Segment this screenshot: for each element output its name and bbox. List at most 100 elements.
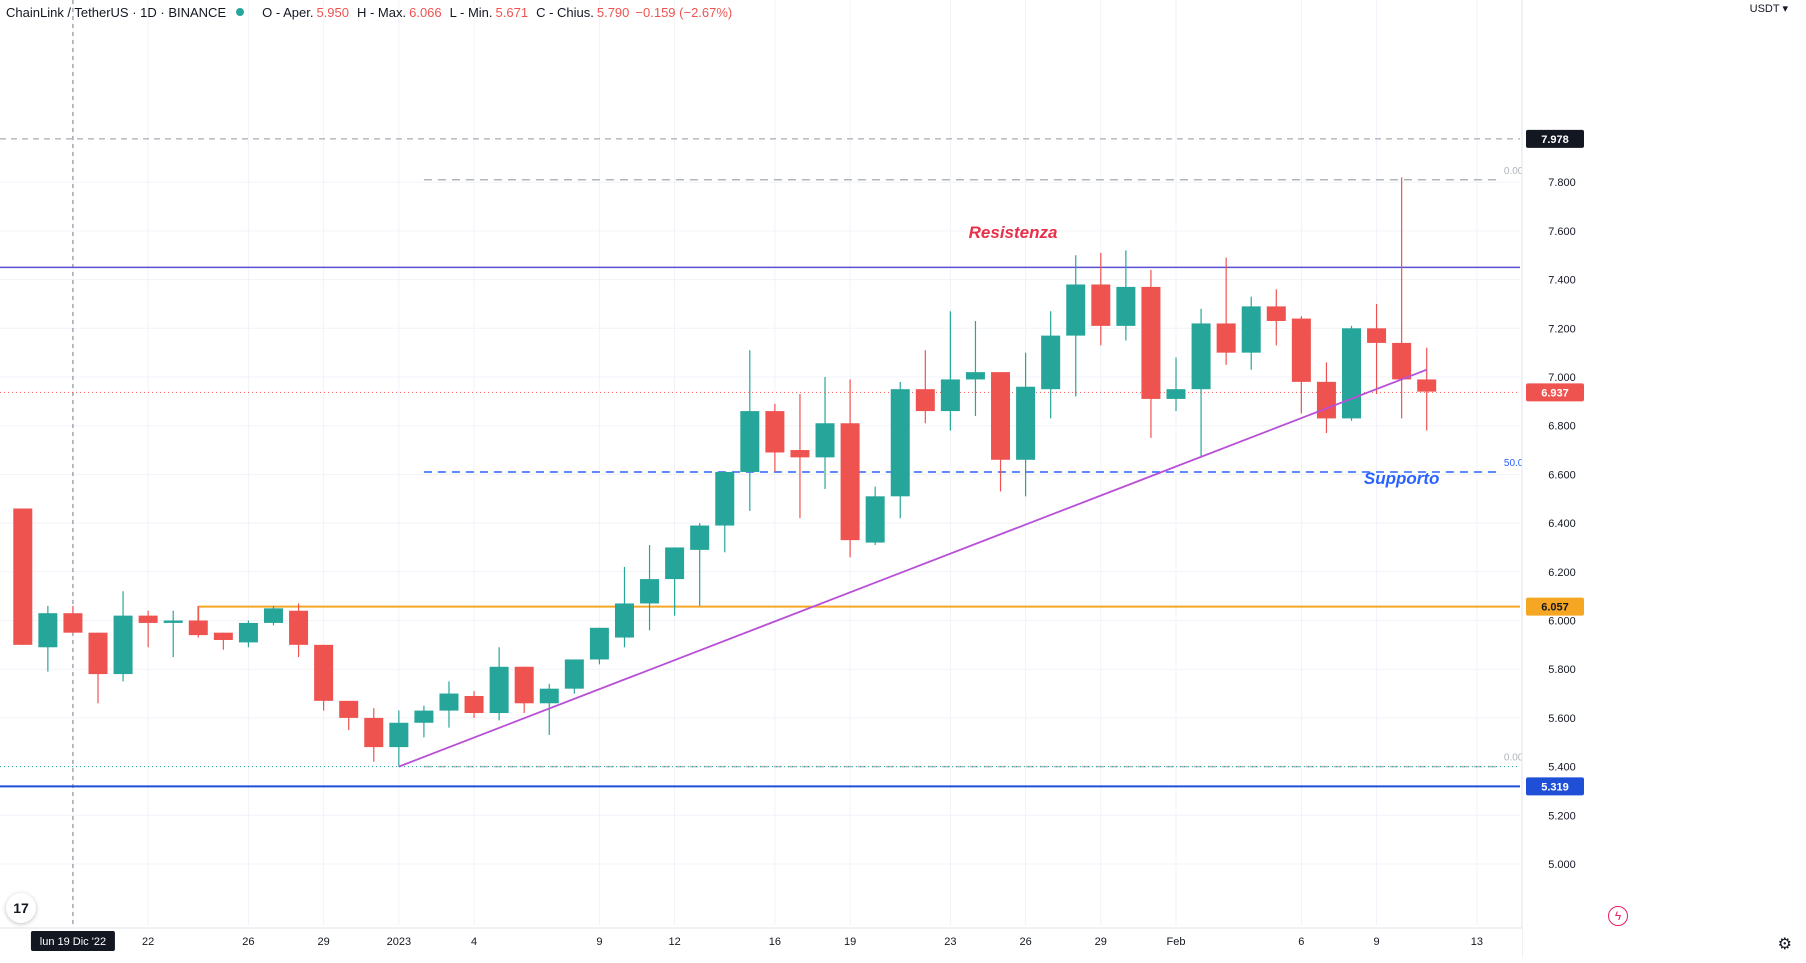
price-tick-label: 7.200 — [1548, 323, 1576, 335]
resistance-label: Resistenza — [969, 223, 1058, 242]
candle-body — [1316, 381, 1336, 419]
candle-body — [188, 620, 208, 636]
time-tick-label: Feb — [1167, 936, 1186, 948]
lightning-icon[interactable]: ϟ — [1608, 906, 1628, 926]
candle-body — [965, 372, 985, 380]
candle-body — [163, 620, 183, 623]
candle-body — [865, 496, 885, 543]
price-label-box — [1526, 383, 1584, 402]
price-tick-label: 7.000 — [1548, 372, 1576, 384]
price-axis-bg — [1522, 0, 1806, 958]
time-tick-label: 13 — [1471, 936, 1483, 948]
time-tick-label: 12 — [668, 936, 680, 948]
candle-body — [289, 610, 309, 645]
time-tick-label: 23 — [944, 936, 956, 948]
trendline — [398, 368, 1428, 768]
candle-body — [840, 423, 860, 541]
price-tick-label: 7.600 — [1548, 226, 1576, 238]
candle-body — [815, 423, 835, 458]
gear-icon[interactable]: ⚙ — [1777, 936, 1792, 953]
fib-level-label: 0.00% — [1504, 166, 1532, 177]
time-tick-label: 9 — [1374, 936, 1380, 948]
price-tick-label: 7.400 — [1548, 275, 1576, 287]
price-tick-label: 5.400 — [1548, 762, 1576, 774]
candle-body — [1066, 284, 1086, 336]
price-tick-label: 6.400 — [1548, 518, 1576, 530]
time-tick-label: 29 — [1095, 936, 1107, 948]
time-tick-label: 19 — [844, 936, 856, 948]
candle-body — [238, 622, 258, 643]
low-value: 5.671 — [495, 4, 529, 20]
price-label-text: 7.978 — [1541, 134, 1569, 146]
candle-body — [138, 615, 158, 623]
time-tick-label: 6 — [1298, 936, 1304, 948]
candle-body — [915, 389, 935, 412]
tradingview-logo-icon[interactable]: 17 — [6, 893, 36, 923]
time-tick-label: 2023 — [387, 936, 411, 948]
candle-body — [213, 632, 233, 640]
price-label-text: 6.057 — [1541, 602, 1569, 614]
candle-body — [1342, 328, 1361, 419]
change-value: −0.159 (−2.67%) — [635, 4, 733, 20]
candle-body — [1291, 318, 1311, 382]
candle-body — [63, 613, 83, 633]
candle-body — [1392, 342, 1412, 380]
candle-body — [38, 613, 58, 648]
candle-body — [13, 508, 33, 645]
candle-body — [589, 627, 609, 660]
time-tick-label: 29 — [318, 936, 330, 948]
candle-body — [464, 695, 484, 714]
time-tick-label: 16 — [769, 936, 781, 948]
candle-body — [1141, 286, 1161, 399]
chart-legend: ChainLink / TetherUS · 1D · BINANCE O - … — [6, 2, 732, 22]
candle-body — [765, 411, 785, 453]
candle-body — [790, 450, 810, 458]
candle-body — [1367, 328, 1387, 343]
price-tick-label: 7.800 — [1548, 177, 1576, 189]
price-tick-label: 6.800 — [1548, 421, 1576, 433]
candle-body — [414, 710, 434, 723]
symbol-title[interactable]: ChainLink / TetherUS · 1D · BINANCE — [6, 4, 227, 20]
market-status-icon — [236, 8, 245, 16]
candle-body — [1091, 284, 1111, 326]
candle-body — [940, 379, 960, 412]
candle-body — [1241, 306, 1261, 353]
open-value: 5.950 — [316, 4, 349, 20]
candle-body — [740, 411, 760, 472]
candle-body — [1016, 386, 1036, 460]
candle-body — [640, 579, 660, 604]
candle-body — [564, 659, 584, 689]
candle-body — [489, 666, 509, 714]
candle-body — [690, 525, 710, 550]
candle-body — [1191, 323, 1211, 390]
candle-body — [890, 389, 910, 497]
candle-body — [314, 644, 334, 701]
price-tick-label: 6.200 — [1548, 567, 1576, 579]
high-label: H - Max. — [356, 4, 407, 20]
close-label: C - Chius. — [536, 4, 594, 20]
currency-selector[interactable]: USDT ▾ — [1750, 2, 1788, 15]
candle-body — [263, 608, 283, 623]
close-value: 5.790 — [596, 4, 630, 20]
support-label: Supporto — [1364, 469, 1440, 488]
currency-label: USDT — [1749, 3, 1780, 15]
candle-body — [88, 632, 108, 675]
candle-body — [113, 615, 133, 675]
candle-body — [1266, 306, 1286, 321]
candle-body — [1116, 286, 1136, 326]
candle-body — [1041, 335, 1061, 390]
price-label-text: 6.937 — [1541, 387, 1569, 399]
candle-body — [1166, 389, 1186, 399]
time-tick-label: 26 — [242, 936, 254, 948]
time-axis-bg — [0, 928, 1522, 958]
candle-body — [514, 666, 534, 704]
price-label-box — [1526, 597, 1584, 616]
time-crosshair-label: lun 19 Dic '22 — [40, 936, 106, 948]
price-tick-label: 6.000 — [1548, 616, 1576, 628]
candle-body — [389, 722, 409, 748]
price-tick-label: 6.600 — [1548, 469, 1576, 481]
price-tick-label: 5.000 — [1548, 859, 1576, 871]
candle-body — [539, 688, 559, 704]
time-crosshair-label-box — [30, 931, 115, 951]
